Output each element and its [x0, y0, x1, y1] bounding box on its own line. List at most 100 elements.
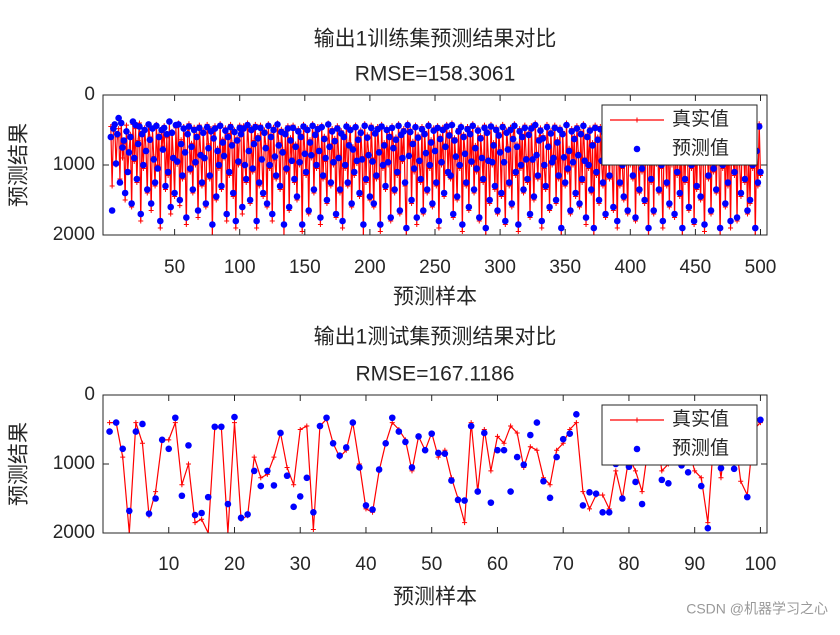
- point-marker: [522, 156, 530, 163]
- point-marker: [126, 530, 132, 533]
- point-marker: [587, 186, 595, 193]
- point-marker: [589, 142, 596, 149]
- point-marker: [613, 217, 621, 225]
- legend-label: 真实值: [672, 108, 729, 130]
- point-marker: [245, 147, 253, 155]
- point-marker: [114, 130, 121, 138]
- point-marker: [379, 161, 387, 169]
- point-marker: [353, 157, 361, 165]
- point-marker: [274, 121, 281, 128]
- point-marker: [436, 225, 442, 231]
- point-marker: [357, 129, 365, 137]
- point-marker: [481, 429, 488, 437]
- point-marker: [209, 221, 216, 228]
- point-marker: [303, 474, 311, 482]
- point-marker: [540, 477, 547, 485]
- point-marker: [502, 217, 509, 225]
- point-marker: [456, 161, 464, 169]
- point-marker: [310, 186, 318, 193]
- point-marker: [340, 133, 348, 141]
- point-marker: [189, 186, 197, 193]
- point-marker: [527, 444, 533, 450]
- point-marker: [224, 500, 232, 508]
- point-marker: [211, 423, 219, 431]
- point-marker: [297, 427, 303, 432]
- point-marker: [242, 175, 250, 183]
- point-marker: [148, 208, 154, 213]
- point-marker: [509, 135, 517, 143]
- point-marker: [515, 221, 522, 228]
- point-marker: [462, 520, 468, 526]
- point-marker: [185, 461, 191, 467]
- point-marker: [441, 450, 449, 457]
- point-marker: [757, 416, 764, 424]
- point-marker: [391, 186, 398, 193]
- legend-marker: [634, 417, 640, 423]
- point-marker: [423, 186, 431, 193]
- point-marker: [349, 146, 357, 153]
- point-marker: [222, 127, 229, 134]
- point-marker: [409, 140, 417, 148]
- point-marker: [408, 196, 415, 204]
- point-marker: [291, 175, 298, 183]
- y-tick-label: 1000: [53, 453, 95, 474]
- point-marker: [176, 196, 184, 204]
- point-marker: [356, 189, 363, 197]
- legend-label: 预测值: [672, 137, 729, 159]
- point-marker: [417, 175, 424, 183]
- point-marker: [413, 214, 421, 221]
- point-marker: [362, 175, 370, 183]
- point-marker: [311, 131, 319, 139]
- point-marker: [435, 217, 443, 225]
- point-marker: [578, 175, 586, 183]
- point-marker: [334, 125, 341, 132]
- point-marker: [473, 165, 480, 172]
- point-marker: [356, 464, 363, 471]
- point-marker: [557, 224, 565, 232]
- point-marker: [543, 123, 551, 131]
- y-tick-label: 2000: [53, 224, 95, 245]
- point-marker: [551, 124, 559, 132]
- point-marker: [641, 196, 648, 204]
- point-marker: [132, 428, 140, 435]
- point-marker: [214, 147, 221, 155]
- point-marker: [752, 232, 758, 235]
- point-marker: [730, 465, 738, 473]
- x-tick-label: 80: [618, 554, 639, 575]
- point-marker: [162, 182, 169, 190]
- point-marker: [125, 149, 133, 156]
- point-marker: [433, 179, 440, 186]
- point-marker: [533, 419, 541, 426]
- point-marker: [107, 133, 115, 141]
- point-marker: [156, 217, 164, 225]
- point-marker: [632, 478, 639, 486]
- point-marker: [166, 118, 173, 125]
- point-marker: [412, 123, 419, 131]
- point-marker: [534, 172, 542, 179]
- legend-box: [601, 104, 758, 166]
- point-marker: [746, 196, 754, 204]
- point-marker: [645, 224, 652, 232]
- point-marker: [139, 440, 145, 446]
- point-marker: [269, 218, 275, 224]
- point-marker: [600, 492, 606, 498]
- legend-marker: [633, 445, 641, 453]
- point-marker: [517, 161, 525, 169]
- watermark: CSDN @机器学习之心: [686, 601, 828, 617]
- point-marker: [400, 128, 408, 135]
- point-marker: [671, 210, 678, 218]
- point-marker: [354, 136, 362, 144]
- point-marker: [563, 121, 570, 129]
- point-marker: [382, 182, 389, 190]
- x-tick-label: 200: [354, 257, 386, 278]
- point-marker: [215, 161, 223, 169]
- point-marker: [459, 221, 466, 228]
- point-marker: [292, 143, 299, 151]
- point-marker: [289, 124, 297, 132]
- point-marker: [108, 207, 116, 214]
- x-tick-label: 20: [224, 554, 245, 575]
- point-marker: [122, 197, 128, 203]
- point-marker: [586, 488, 593, 496]
- point-marker: [310, 509, 317, 516]
- point-marker: [539, 135, 547, 142]
